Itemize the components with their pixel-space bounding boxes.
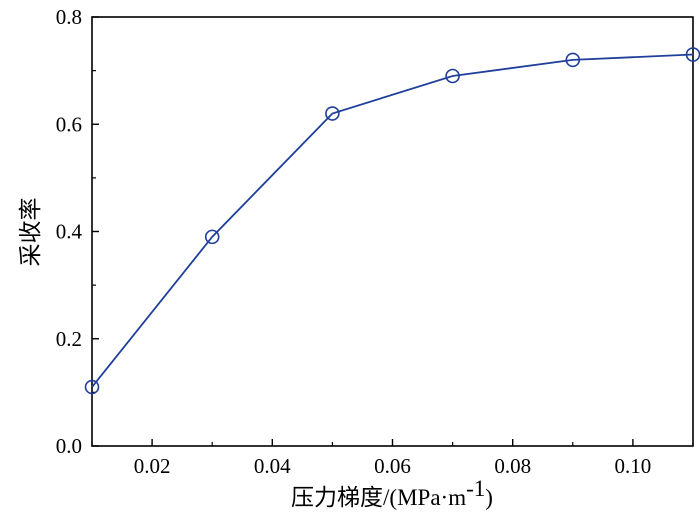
x-axis-unit-sup: -1 bbox=[466, 476, 485, 501]
x-axis-title: 压力梯度/(MPa·m-1) bbox=[291, 476, 493, 511]
y-tick-label: 0.8 bbox=[56, 5, 82, 29]
y-tick-label: 0.6 bbox=[56, 112, 82, 136]
x-axis-unit: /(MPa·m bbox=[383, 485, 466, 510]
x-axis-unit-close: ) bbox=[485, 485, 493, 510]
x-tick-label: 0.06 bbox=[374, 454, 411, 478]
y-tick-label: 0.0 bbox=[56, 434, 82, 458]
axes bbox=[91, 16, 694, 447]
data-point bbox=[84, 379, 100, 395]
y-axis-title: 采收率 bbox=[18, 198, 44, 267]
y-tick-label: 0.2 bbox=[56, 327, 82, 351]
x-tick-label: 0.10 bbox=[615, 454, 652, 478]
data-point bbox=[204, 229, 220, 245]
series-line bbox=[91, 53, 694, 388]
ticks: 0.02 0.04 0.06 0.08 0.10 0.0 0.2 0.4 0.6 0.8 bbox=[56, 5, 694, 478]
series bbox=[84, 47, 700, 395]
x-tick-label: 0.04 bbox=[254, 454, 291, 478]
x-axis-title-cn: 压力梯度 bbox=[291, 485, 383, 511]
x-tick-label: 0.08 bbox=[494, 454, 531, 478]
x-tick-label: 0.02 bbox=[134, 454, 171, 478]
plot-frame bbox=[91, 16, 694, 447]
data-point bbox=[565, 52, 581, 68]
data-point bbox=[325, 106, 340, 121]
data-point bbox=[445, 68, 460, 84]
y-tick-label: 0.4 bbox=[56, 220, 83, 244]
